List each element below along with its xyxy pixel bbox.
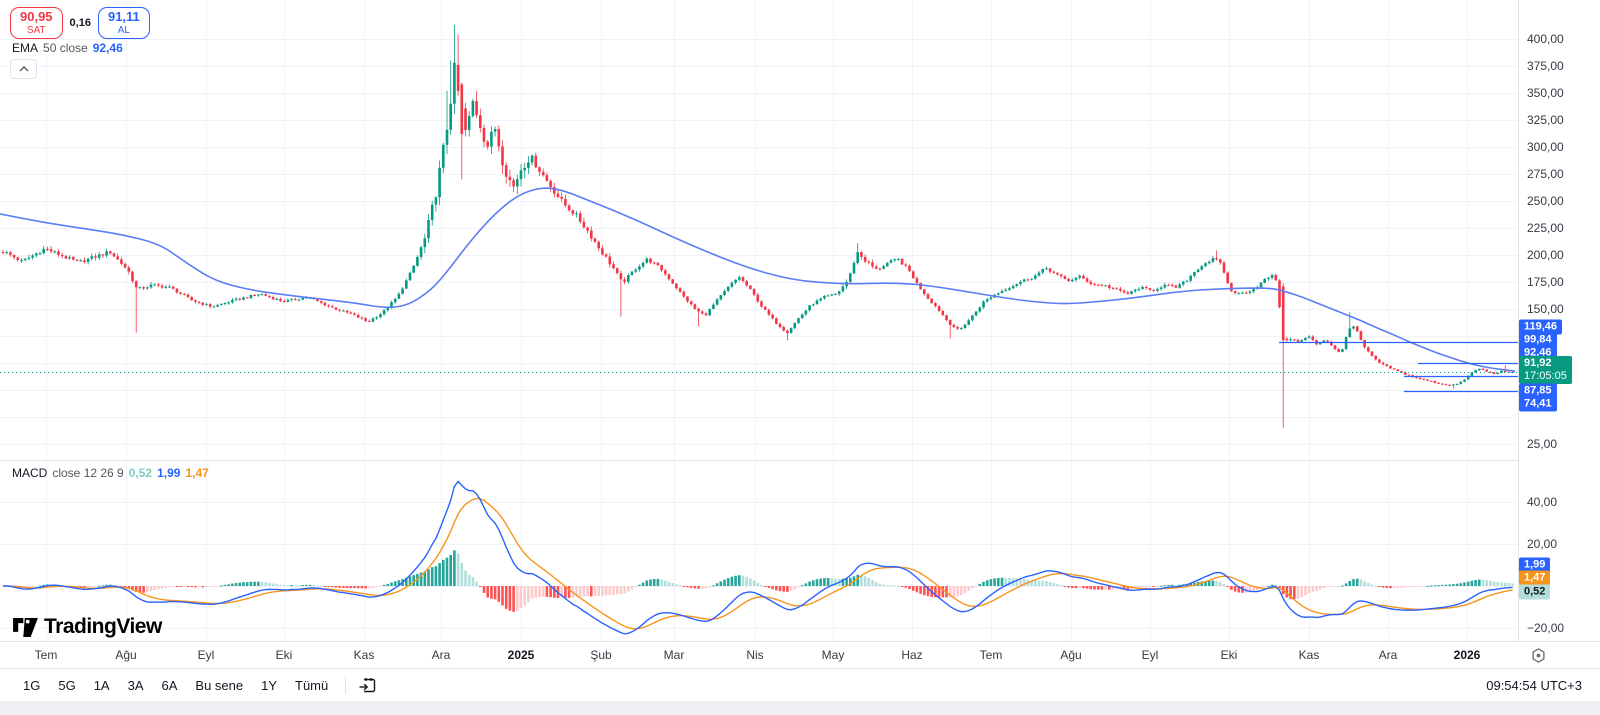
time-tick-label: Eki bbox=[275, 648, 293, 662]
toolbar-divider bbox=[345, 676, 347, 694]
price-tick-label: 250,00 bbox=[1527, 194, 1564, 208]
time-tick-label: Şub bbox=[590, 648, 612, 662]
clock[interactable]: 09:54:54 UTC+3 bbox=[1486, 677, 1582, 693]
bottom-strip bbox=[0, 701, 1600, 715]
time-tick-label: Kas bbox=[1298, 648, 1320, 662]
range-button-6a[interactable]: 6A bbox=[161, 677, 178, 693]
macd-legend[interactable]: MACD close 12 26 9 0,52 1,99 1,47 bbox=[12, 466, 209, 480]
macd-value-label: 1,99 bbox=[1519, 557, 1551, 573]
macd-tick-label: 20,00 bbox=[1527, 537, 1558, 551]
current-price-label: 91,92 17:05:05 bbox=[1519, 356, 1572, 384]
goto-date-button[interactable] bbox=[354, 674, 380, 696]
price-tick-label: 325,00 bbox=[1527, 113, 1564, 127]
time-tick-label: Eyl bbox=[197, 648, 215, 662]
price-tick-label: 400,00 bbox=[1527, 32, 1564, 46]
price-tick-label: 25,00 bbox=[1527, 437, 1558, 451]
range-button-3a[interactable]: 3A bbox=[127, 677, 144, 693]
spread-value: 0,16 bbox=[69, 17, 91, 30]
price-axis-border bbox=[1518, 0, 1519, 668]
calendar-arrow-icon bbox=[359, 677, 375, 692]
price-tick-label: 200,00 bbox=[1527, 248, 1564, 262]
ema-legend-value: 92,46 bbox=[92, 41, 123, 55]
macd-tick-label: −20,00 bbox=[1527, 621, 1565, 635]
time-tick-label: Kas bbox=[353, 648, 375, 662]
time-tick-label: Haz bbox=[901, 648, 923, 662]
macd-line-value: 1,99 bbox=[157, 466, 181, 480]
time-tick-label: Tem bbox=[979, 648, 1003, 662]
macd-legend-params: close 12 26 9 bbox=[52, 466, 124, 480]
ema-legend-params: 50 close bbox=[43, 41, 88, 55]
time-tick-label: Eyl bbox=[1141, 648, 1159, 662]
chart-canvas[interactable] bbox=[0, 0, 1518, 641]
price-tick-label: 175,00 bbox=[1527, 275, 1564, 289]
time-tick-label: May bbox=[821, 648, 845, 662]
time-tick-label: Ara bbox=[1378, 648, 1398, 662]
trade-widget: 90,95 SAT 0,16 91,11 AL bbox=[10, 7, 150, 40]
sell-button[interactable]: 90,95 SAT bbox=[10, 7, 63, 40]
ema-legend-name: EMA bbox=[12, 41, 39, 55]
sell-price: 90,95 bbox=[20, 9, 53, 24]
price-tick-label: 275,00 bbox=[1527, 167, 1564, 181]
time-tick-label: Tem bbox=[34, 648, 58, 662]
buy-button[interactable]: 91,11 AL bbox=[97, 7, 150, 40]
ema-legend[interactable]: EMA 50 close 92,46 bbox=[12, 41, 123, 55]
macd-value-label: 0,52 bbox=[1519, 584, 1551, 600]
collapse-legend-button[interactable] bbox=[10, 59, 37, 79]
time-tick-label: Ara bbox=[431, 648, 451, 662]
pane-divider[interactable] bbox=[0, 460, 1600, 461]
chart-root: 400,00 375,00 350,00 325,00 300,00 275,00 250,… bbox=[0, 0, 1600, 668]
price-tick-label: 350,00 bbox=[1527, 86, 1564, 100]
price-tick-label: 225,00 bbox=[1527, 221, 1564, 235]
macd-hist-value: 0,52 bbox=[128, 466, 153, 480]
price-level-label: 87,85 bbox=[1519, 383, 1557, 399]
bottom-toolbar: 1G 5G 1A 3A 6A Bu sene 1Y Tümü 09:54:54 UTC+3 bbox=[0, 668, 1600, 701]
time-tick-label: 2025 bbox=[507, 648, 535, 662]
tradingview-logo-text: TradingView bbox=[44, 615, 162, 638]
time-tick-label: Mar bbox=[663, 648, 685, 662]
range-buttons: 1G 5G 1A 3A 6A Bu sene 1Y Tümü bbox=[14, 674, 337, 697]
price-level-label: 74,41 bbox=[1519, 396, 1557, 412]
tradingview-logo-icon bbox=[13, 617, 38, 637]
range-button-1g[interactable]: 1G bbox=[23, 677, 41, 693]
price-tick-label: 150,00 bbox=[1527, 302, 1564, 316]
price-axis[interactable]: 400,00 375,00 350,00 325,00 300,00 275,00 250,… bbox=[1519, 0, 1600, 641]
macd-legend-name: MACD bbox=[12, 466, 48, 480]
gear-icon[interactable] bbox=[1530, 647, 1547, 664]
time-tick-label: Nis bbox=[746, 648, 764, 662]
range-button-5g[interactable]: 5G bbox=[58, 677, 76, 693]
tradingview-logo[interactable]: TradingView bbox=[13, 615, 162, 639]
macd-signal-value: 1,47 bbox=[185, 466, 209, 480]
macd-value-label: 1,47 bbox=[1519, 570, 1551, 586]
macd-tick-label: 40,00 bbox=[1527, 495, 1558, 509]
time-axis[interactable]: Tem Ağu Eyl Eki Kas Ara 2025 Şub Mar Nis May Haz Tem… bbox=[0, 641, 1600, 668]
chevron-up-icon bbox=[18, 66, 29, 72]
price-tick-label: 300,00 bbox=[1527, 140, 1564, 154]
buy-label: AL bbox=[117, 24, 130, 36]
time-tick-label: Ağu bbox=[115, 648, 137, 662]
time-tick-label: Ağu bbox=[1060, 648, 1082, 662]
buy-price: 91,11 bbox=[107, 9, 140, 24]
price-level-label: 99,84 bbox=[1519, 332, 1557, 348]
range-button-tümü[interactable]: Tümü bbox=[295, 677, 329, 693]
range-button-bu-sene[interactable]: Bu sene bbox=[195, 677, 244, 693]
sell-label: SAT bbox=[26, 24, 46, 36]
price-tick-label: 375,00 bbox=[1527, 59, 1564, 73]
price-level-label: 119,46 bbox=[1519, 319, 1563, 335]
range-button-1y[interactable]: 1Y bbox=[261, 677, 278, 693]
time-tick-label: 2026 bbox=[1453, 648, 1481, 662]
range-button-1a[interactable]: 1A bbox=[93, 677, 110, 693]
time-tick-label: Eki bbox=[1220, 648, 1238, 662]
